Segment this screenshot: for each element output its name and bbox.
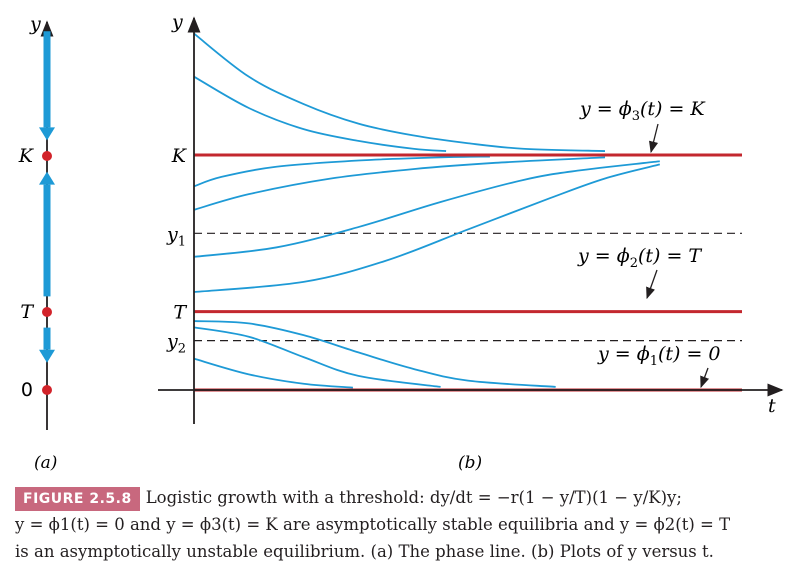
solution-curve-3 bbox=[193, 155, 490, 188]
plot-panel: y t Ky1 Ty2 y = ϕ3(t) = K y = ϕ2(t) = T y =… bbox=[158, 11, 784, 473]
figure-caption: FIGURE 2.5.8 Logistic growth with a thres… bbox=[15, 484, 790, 565]
equilibrium-annotation-3: y = ϕ1(t) = 0 bbox=[597, 343, 721, 389]
caption-text-1: Logistic growth with a threshold: dy/dt … bbox=[145, 488, 682, 507]
svg-text:y = ϕ1(t) = 0: y = ϕ1(t) = 0 bbox=[597, 343, 721, 369]
svg-text:y2: y2 bbox=[166, 331, 186, 357]
solution-curve-9 bbox=[193, 357, 353, 389]
solution-curve-8 bbox=[193, 326, 441, 388]
equilibrium-annotation-1: y = ϕ3(t) = K bbox=[579, 98, 706, 154]
solution-curve-1 bbox=[193, 32, 606, 152]
x-axis-label: t bbox=[768, 395, 776, 417]
phase-point-K bbox=[42, 151, 52, 161]
y-tick-label-K: K bbox=[171, 145, 188, 167]
svg-text:y = ϕ3(t) = K: y = ϕ3(t) = K bbox=[579, 98, 706, 124]
phase-point-label: 0 bbox=[21, 379, 33, 401]
svg-text:K: K bbox=[171, 145, 188, 167]
caption-line-3: is an asymptotically unstable equilibriu… bbox=[15, 542, 714, 561]
phase-point-label: T bbox=[20, 301, 34, 323]
svg-text:y = ϕ2(t) = T: y = ϕ2(t) = T bbox=[577, 245, 702, 271]
svg-text:T: T bbox=[173, 302, 187, 324]
phase-panel-label: (a) bbox=[34, 453, 57, 473]
figure-area: y K T 0 (a) y t Ky1 Ty2 y = ϕ3(t) = K y = ϕ2… bbox=[18, 11, 784, 473]
figure-label: FIGURE 2.5.8 bbox=[15, 487, 140, 511]
solution-curve-4 bbox=[193, 156, 606, 211]
solution-curve-5 bbox=[193, 160, 660, 258]
y-tick-label-y1: y1 bbox=[166, 223, 186, 249]
solution-curve-6 bbox=[193, 163, 661, 293]
phase-line-panel: y K T 0 (a) bbox=[18, 13, 58, 473]
caption-line-1: FIGURE 2.5.8 Logistic growth with a thres… bbox=[15, 484, 790, 511]
plot-panel-label: (b) bbox=[458, 453, 482, 473]
phase-line-axis-label: y bbox=[29, 13, 41, 35]
solution-curve-7 bbox=[193, 320, 556, 388]
phase-point-0 bbox=[42, 385, 52, 395]
solution-curve-2 bbox=[193, 75, 447, 152]
phase-point-label: K bbox=[18, 145, 35, 167]
equilibrium-annotation-2: y = ϕ2(t) = T bbox=[577, 245, 702, 300]
phase-arrow-down bbox=[39, 327, 55, 363]
phase-arrow-up bbox=[39, 171, 55, 297]
caption-line-2: y = ϕ1(t) = 0 and y = ϕ3(t) = K are asym… bbox=[15, 515, 731, 534]
y-axis-label: y bbox=[171, 11, 183, 33]
phase-arrow-down bbox=[39, 31, 55, 141]
y-tick-label-T: T bbox=[173, 302, 187, 324]
svg-text:y1: y1 bbox=[166, 223, 186, 249]
y-tick-label-y2: y2 bbox=[166, 331, 186, 357]
phase-point-T bbox=[42, 307, 52, 317]
